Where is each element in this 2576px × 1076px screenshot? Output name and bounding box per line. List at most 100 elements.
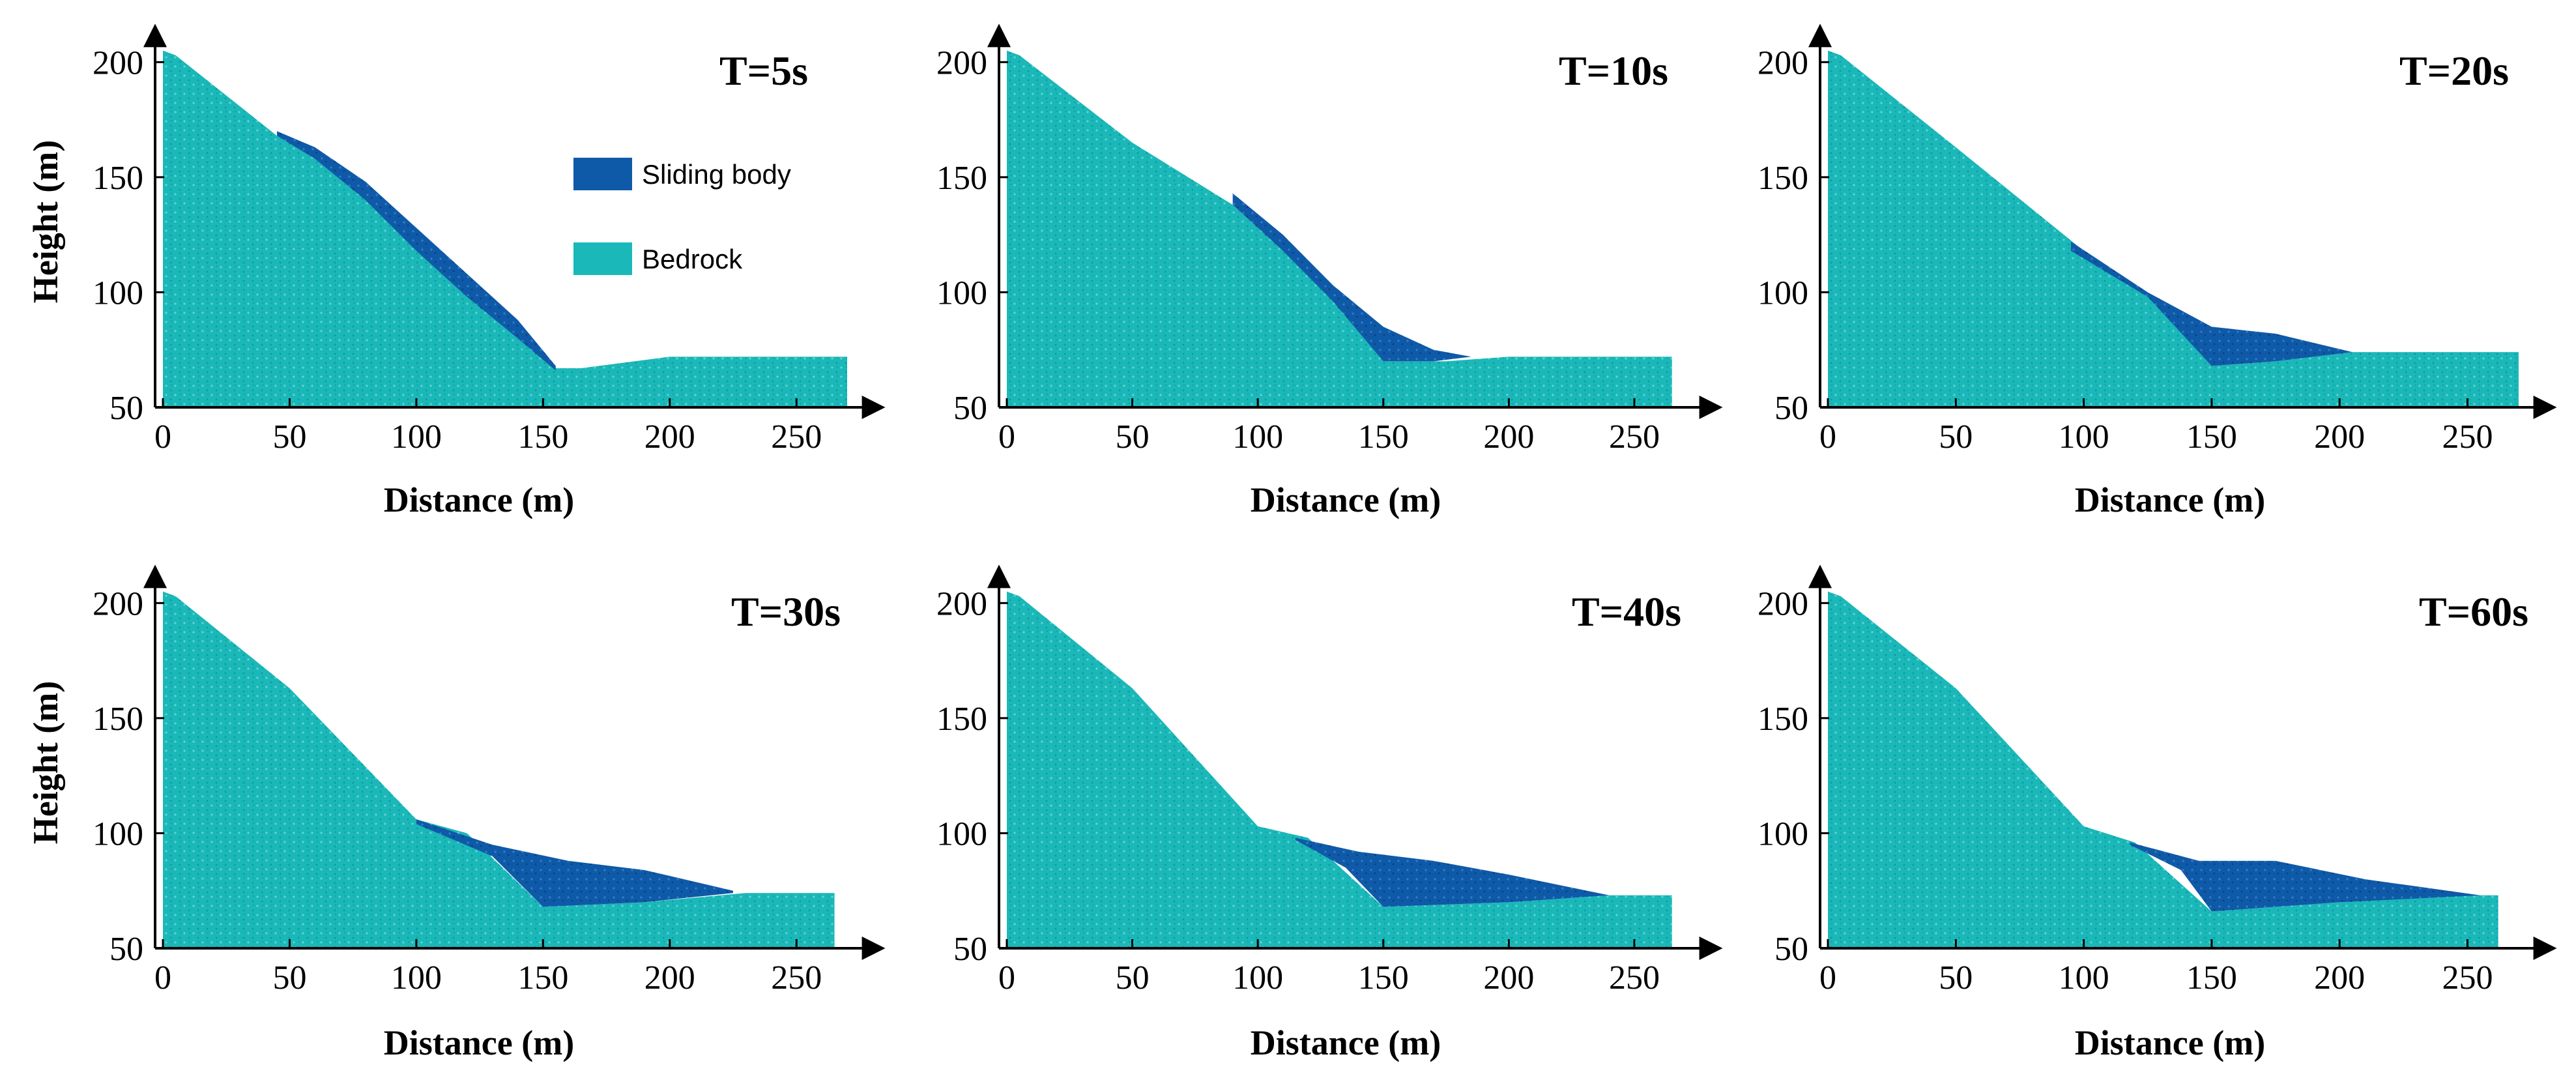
panel-t30: 0 50 100 150 200 250 50 100 150 200 T=30s Distanc… <box>26 564 886 1062</box>
x-tick-label: 50 <box>1116 418 1150 456</box>
y-tick-label: 50 <box>953 390 987 427</box>
x-tick-label: 150 <box>1358 418 1409 456</box>
x-tick-label: 250 <box>1609 959 1660 996</box>
x-tick-label: 250 <box>771 959 822 996</box>
x-tick-label: 50 <box>1939 959 1973 996</box>
panel-title: T=60s <box>2419 589 2528 635</box>
y-tick-label: 150 <box>1758 701 1808 738</box>
legend-swatch-sliding-body <box>573 158 632 190</box>
x-tick-label: 0 <box>1819 418 1836 456</box>
y-tick-label: 100 <box>936 815 987 852</box>
x-axis-title: Distance (m) <box>2075 1023 2265 1062</box>
y-tick-label: 50 <box>1774 390 1808 427</box>
panel-plot-area: 0 50 100 150 200 250 50 100 150 200 <box>936 564 1723 996</box>
sliding-body-texture <box>2130 842 2481 912</box>
y-tick-label: 200 <box>93 585 143 622</box>
x-tick-label: 150 <box>517 418 568 456</box>
x-tick-label: 150 <box>1358 959 1409 996</box>
x-tick-label: 0 <box>998 959 1015 996</box>
legend: Sliding body Bedrock <box>573 158 791 275</box>
legend-label-sliding-body: Sliding body <box>642 159 791 190</box>
x-tick-label: 100 <box>391 959 442 996</box>
x-tick-label: 0 <box>154 418 171 456</box>
y-tick-label: 100 <box>93 274 143 312</box>
panel-t60: 0 50 100 150 200 250 50 100 150 200 T=60s Distanc… <box>1758 564 2557 1062</box>
x-tick-label: 200 <box>1483 959 1534 996</box>
x-tick-label: 200 <box>2314 959 2365 996</box>
panel-plot-area: 0 50 100 150 200 250 50 100 150 200 <box>93 564 886 996</box>
x-tick-label: 200 <box>644 418 695 456</box>
y-tick-label: 50 <box>1774 931 1808 968</box>
x-tick-label: 0 <box>154 959 171 996</box>
x-tick-label: 100 <box>391 418 442 456</box>
y-tick-label: 50 <box>109 931 143 968</box>
y-tick-label: 200 <box>936 44 987 81</box>
x-tick-label: 100 <box>1232 959 1283 996</box>
x-axis-title: Distance (m) <box>2075 480 2265 519</box>
y-tick-label: 150 <box>936 160 987 197</box>
bedrock-texture <box>1007 591 1672 948</box>
x-tick-label: 0 <box>1819 959 1836 996</box>
y-tick-label: 100 <box>1758 815 1808 852</box>
x-tick-label: 250 <box>2442 959 2493 996</box>
x-tick-label: 200 <box>644 959 695 996</box>
sliding-body-texture <box>2070 241 2352 366</box>
panel-t10: 0 50 100 150 200 250 50 100 150 200 T=10s Distanc… <box>936 23 1723 519</box>
legend-swatch-bedrock <box>573 242 632 275</box>
y-tick-label: 150 <box>936 701 987 738</box>
panel-plot-area: 0 50 100 150 200 250 50 100 150 200 <box>1758 564 2557 996</box>
y-tick-label: 200 <box>1758 44 1808 81</box>
bedrock-texture <box>163 50 847 407</box>
x-axis-title: Distance (m) <box>1251 480 1441 519</box>
y-tick-label: 150 <box>93 160 143 197</box>
y-tick-label: 200 <box>1758 585 1808 622</box>
x-axis-title: Distance (m) <box>1251 1023 1441 1062</box>
panel-title: T=20s <box>2399 48 2509 94</box>
x-tick-label: 50 <box>272 418 306 456</box>
y-tick-label: 100 <box>93 815 143 852</box>
x-tick-label: 50 <box>1939 418 1973 456</box>
y-axis-title: Height (m) <box>26 681 65 844</box>
x-tick-label: 200 <box>1483 418 1534 456</box>
x-tick-label: 250 <box>771 418 822 456</box>
sliding-body-texture <box>416 819 733 907</box>
x-axis-title: Distance (m) <box>384 480 574 519</box>
x-tick-label: 200 <box>2314 418 2365 456</box>
panel-title: T=30s <box>731 589 841 635</box>
x-tick-label: 50 <box>272 959 306 996</box>
sliding-body-texture <box>277 131 556 371</box>
panel-plot-area: 0 50 100 150 200 250 50 100 150 200 <box>93 23 886 456</box>
legend-label-bedrock: Bedrock <box>642 244 743 274</box>
y-axis-title: Height (m) <box>26 140 65 303</box>
bedrock-texture <box>163 591 835 948</box>
y-tick-label: 50 <box>953 931 987 968</box>
panel-plot-area: 0 50 100 150 200 250 50 100 150 200 <box>936 23 1723 456</box>
y-tick-label: 150 <box>93 701 143 738</box>
x-tick-label: 150 <box>517 959 568 996</box>
x-tick-label: 250 <box>1609 418 1660 456</box>
panel-title: T=10s <box>1559 48 1668 94</box>
y-tick-label: 150 <box>1758 160 1808 197</box>
bedrock-texture <box>1007 50 1672 407</box>
x-tick-label: 250 <box>2442 418 2493 456</box>
panel-plot-area: 0 50 100 150 200 250 50 100 150 200 <box>1758 23 2557 456</box>
x-tick-label: 100 <box>2059 959 2109 996</box>
y-tick-label: 100 <box>1758 274 1808 312</box>
panel-title: T=40s <box>1572 589 1681 635</box>
x-tick-label: 50 <box>1116 959 1150 996</box>
x-tick-label: 150 <box>2186 959 2237 996</box>
bedrock-texture <box>1828 50 2519 407</box>
x-tick-label: 0 <box>998 418 1015 456</box>
x-tick-label: 150 <box>2186 418 2237 456</box>
y-tick-label: 200 <box>93 44 143 81</box>
x-axis-title: Distance (m) <box>384 1023 574 1062</box>
bedrock-texture <box>1828 591 2498 948</box>
y-tick-label: 100 <box>936 274 987 312</box>
sliding-body-texture <box>1295 837 1610 907</box>
panel-t40: 0 50 100 150 200 250 50 100 150 200 T=40s Distanc… <box>936 564 1723 1062</box>
panel-t5: 0 50 100 150 200 250 50 100 150 200 T=5s Distance… <box>26 23 886 519</box>
x-tick-label: 100 <box>2059 418 2109 456</box>
y-tick-label: 200 <box>936 585 987 622</box>
panel-title: T=5s <box>719 48 808 94</box>
